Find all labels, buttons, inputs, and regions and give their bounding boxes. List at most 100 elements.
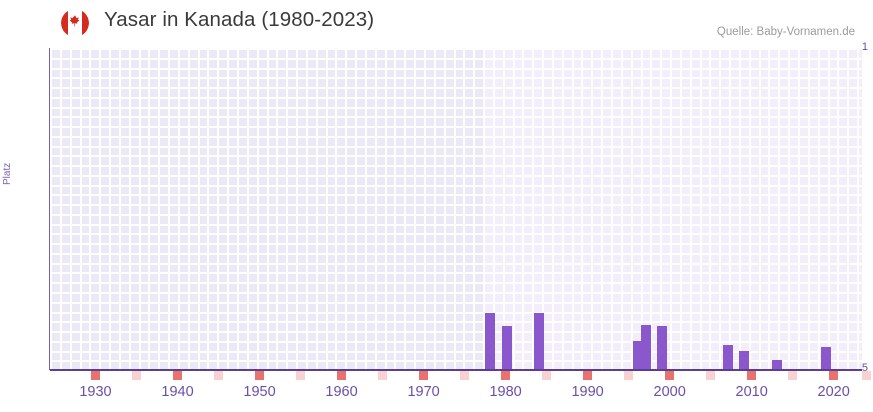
bar[interactable] (534, 312, 545, 370)
bar[interactable] (641, 324, 652, 370)
gridline-vertical (50, 48, 52, 370)
gridline-horizontal (50, 214, 862, 216)
gridline-vertical (857, 48, 859, 370)
x-tick-minor (214, 371, 224, 380)
x-tick-major (583, 371, 593, 380)
bar[interactable] (632, 341, 643, 370)
gridline-vertical (365, 48, 367, 370)
x-tick-major (255, 371, 265, 380)
gridline-vertical (454, 48, 456, 370)
gridline-vertical (296, 48, 298, 370)
bar[interactable] (739, 351, 750, 370)
x-tick-minor (624, 371, 634, 380)
gridline-vertical (700, 48, 702, 370)
gridline-vertical (828, 48, 830, 370)
gridline-vertical (227, 48, 229, 370)
gridline-vertical (404, 48, 406, 370)
gridline-horizontal (50, 224, 862, 226)
gridline-vertical (424, 48, 426, 370)
gridline-vertical (532, 48, 534, 370)
bar[interactable] (485, 312, 496, 370)
x-tick-minor (788, 371, 798, 380)
gridline-horizontal (50, 331, 862, 333)
gridline-vertical (198, 48, 200, 370)
gridline-horizontal (50, 233, 862, 235)
gridline-vertical (680, 48, 682, 370)
gridline-vertical (394, 48, 396, 370)
gridline-vertical (316, 48, 318, 370)
bar[interactable] (657, 325, 668, 370)
y-axis-top-tick-label: 1 (861, 41, 868, 53)
gridline-vertical (463, 48, 465, 370)
gridline-vertical (572, 48, 574, 370)
gridline-vertical (326, 48, 328, 370)
gridline-horizontal (50, 312, 862, 314)
gridline-vertical (493, 48, 495, 370)
x-axis-line (50, 369, 862, 371)
gridline-horizontal (50, 155, 862, 157)
gridline-vertical (139, 48, 141, 370)
gridline-horizontal (50, 58, 862, 60)
gridline-vertical (690, 48, 692, 370)
gridline-vertical (650, 48, 652, 370)
gridline-vertical (522, 48, 524, 370)
gridline-vertical (719, 48, 721, 370)
gridline-vertical (709, 48, 711, 370)
canada-flag-icon (61, 9, 89, 37)
gridline-horizontal (50, 292, 862, 294)
gridline-vertical (80, 48, 82, 370)
x-tick-minor (542, 371, 552, 380)
gridline-vertical (109, 48, 111, 370)
gridline-vertical (60, 48, 62, 370)
gridline-vertical (355, 48, 357, 370)
gridline-vertical (129, 48, 131, 370)
gridline-horizontal (50, 77, 862, 79)
gridline-horizontal (50, 146, 862, 148)
x-tick-label: 1980 (489, 384, 522, 400)
gridline-vertical (99, 48, 101, 370)
gridline-horizontal (50, 204, 862, 206)
gridline-vertical (749, 48, 751, 370)
page-title: Yasar in Kanada (1980-2023) (104, 8, 375, 31)
x-tick-major (747, 371, 757, 380)
gridline-vertical (591, 48, 593, 370)
x-tick-major (91, 371, 100, 380)
x-tick-major (173, 371, 183, 380)
gridline-vertical (601, 48, 603, 370)
gridline-vertical (641, 48, 643, 370)
gridline-vertical (847, 48, 849, 370)
bar[interactable] (723, 345, 734, 370)
gridline-vertical (473, 48, 475, 370)
gridline-vertical (611, 48, 613, 370)
gridline-vertical (798, 48, 800, 370)
gridline-vertical (375, 48, 377, 370)
x-tick-minor (706, 371, 716, 380)
gridline-vertical (267, 48, 269, 370)
gridline-horizontal (50, 272, 862, 274)
gridline-horizontal (50, 126, 862, 128)
gridline-vertical (503, 48, 505, 370)
gridline-vertical (444, 48, 446, 370)
x-tick-label: 1990 (571, 384, 604, 400)
gridline-vertical (631, 48, 633, 370)
x-tick-major (337, 371, 347, 380)
x-tick-label: 2000 (653, 384, 686, 400)
gridline-horizontal (50, 175, 862, 177)
x-tick-label: 2020 (817, 384, 850, 400)
gridline-vertical (276, 48, 278, 370)
gridline-vertical (778, 48, 780, 370)
gridline-vertical (89, 48, 91, 370)
gridline-vertical (562, 48, 564, 370)
bar[interactable] (821, 346, 832, 370)
gridline-horizontal (50, 321, 862, 323)
x-tick-label: 1950 (243, 384, 276, 400)
bar[interactable] (772, 359, 783, 370)
gridline-vertical (542, 48, 544, 370)
x-tick-major (501, 371, 511, 380)
gridline-vertical (178, 48, 180, 370)
gridline-vertical (345, 48, 347, 370)
x-tick-minor (296, 371, 306, 380)
gridline-horizontal (50, 360, 862, 362)
bar[interactable] (501, 325, 512, 370)
